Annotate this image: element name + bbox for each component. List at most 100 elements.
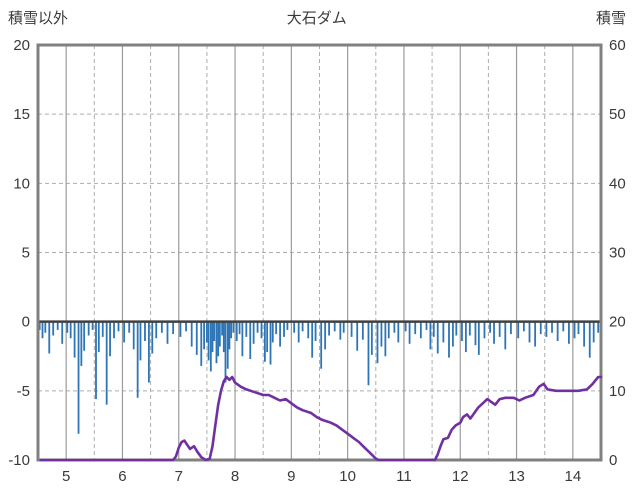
precip-bar bbox=[384, 321, 387, 357]
precip-bar bbox=[429, 321, 432, 350]
precip-bar bbox=[56, 321, 59, 330]
precip-bar bbox=[203, 321, 205, 350]
precip-bar bbox=[221, 321, 224, 336]
precip-bar bbox=[73, 321, 76, 358]
precip-bar bbox=[380, 321, 383, 347]
precip-bar bbox=[436, 321, 439, 354]
plot-border bbox=[36, 43, 603, 462]
precip-bar bbox=[333, 321, 336, 332]
precip-bar bbox=[48, 321, 51, 354]
precip-bar bbox=[293, 321, 296, 333]
y-left-tick-label: -10 bbox=[8, 452, 30, 469]
y-right-tick-label: 0 bbox=[609, 452, 617, 469]
precip-bar bbox=[311, 321, 314, 358]
precip-bar bbox=[307, 321, 310, 339]
y-left-tick-label: 0 bbox=[22, 314, 30, 331]
precip-bar bbox=[69, 321, 72, 339]
x-tick-label: 11 bbox=[396, 468, 412, 485]
precip-bar bbox=[275, 321, 278, 335]
y-right-tick-label: 10 bbox=[609, 383, 626, 400]
precip-bar bbox=[498, 321, 501, 337]
precip-bar bbox=[448, 321, 450, 358]
precip-bar bbox=[597, 321, 600, 333]
precip-bar bbox=[101, 321, 104, 337]
precip-bar bbox=[404, 321, 407, 332]
precip-bar bbox=[461, 321, 463, 342]
precip-bar bbox=[493, 321, 495, 344]
precip-bar bbox=[217, 321, 220, 357]
precip-bar bbox=[477, 321, 480, 355]
precip-bar bbox=[339, 321, 342, 340]
precip-bar bbox=[224, 321, 227, 383]
x-tick-label: 13 bbox=[508, 468, 525, 485]
precip-bar bbox=[474, 321, 477, 346]
precip-bar bbox=[61, 321, 64, 344]
left-axis-title: 積雪以外 bbox=[8, 10, 69, 27]
precip-bar bbox=[91, 321, 94, 330]
precip-bar bbox=[238, 321, 241, 335]
precip-bar bbox=[489, 321, 491, 333]
precip-bar bbox=[148, 321, 150, 383]
precip-bar bbox=[38, 321, 41, 330]
precip-bar bbox=[52, 321, 55, 336]
precip-bar bbox=[256, 321, 259, 333]
precip-bar bbox=[356, 321, 359, 351]
precip-bar bbox=[370, 321, 373, 355]
precip-bar bbox=[213, 321, 216, 342]
precip-bar bbox=[350, 321, 353, 337]
precip-bar bbox=[260, 321, 263, 339]
precip-bar bbox=[393, 321, 396, 333]
precip-bar bbox=[241, 321, 244, 357]
x-tick-label: 7 bbox=[175, 468, 183, 485]
precip-bar bbox=[249, 321, 252, 360]
precip-bar bbox=[468, 321, 471, 336]
precip-bar bbox=[551, 321, 553, 333]
y-right-tick-label: 20 bbox=[609, 314, 626, 331]
precip-bar bbox=[464, 321, 467, 353]
precip-bar bbox=[425, 321, 428, 330]
precip-bar bbox=[556, 321, 559, 342]
precip-bar bbox=[279, 321, 281, 347]
precip-bar bbox=[408, 321, 411, 344]
precip-bar bbox=[226, 321, 229, 369]
precip-bar bbox=[218, 321, 221, 347]
precip-bar bbox=[314, 321, 317, 342]
precip-bar bbox=[442, 321, 445, 343]
precip-bar bbox=[235, 321, 238, 342]
precip-bar bbox=[105, 321, 108, 405]
x-tick-label: 8 bbox=[231, 468, 239, 485]
precip-bar bbox=[452, 321, 454, 347]
precip-bar bbox=[195, 321, 198, 355]
precip-bar bbox=[128, 321, 131, 333]
x-tick-label: 9 bbox=[287, 468, 295, 485]
precip-bar bbox=[151, 321, 154, 354]
precip-bar bbox=[209, 321, 212, 372]
right-axis-title: 積雪 bbox=[595, 10, 626, 27]
x-tick-label: 14 bbox=[565, 468, 582, 485]
precip-bar bbox=[222, 321, 225, 353]
precip-bar bbox=[66, 321, 69, 333]
precip-bar bbox=[117, 321, 120, 332]
precip-bar bbox=[97, 321, 100, 353]
y-right-tick-label: 50 bbox=[609, 106, 626, 123]
precip-bar bbox=[376, 321, 379, 364]
precip-bar bbox=[510, 321, 512, 335]
x-tick-label: 10 bbox=[339, 468, 356, 485]
chart-title: 大石ダム bbox=[286, 10, 347, 27]
precip-bar bbox=[271, 321, 274, 343]
y-left-tick-label: 10 bbox=[13, 175, 30, 192]
precip-bar bbox=[545, 321, 548, 337]
precip-bar bbox=[228, 321, 231, 350]
precip-bar bbox=[80, 321, 83, 366]
precip-bar bbox=[215, 321, 218, 364]
precip-bar bbox=[573, 321, 576, 339]
precip-bar bbox=[342, 321, 345, 333]
precip-bar bbox=[172, 321, 175, 335]
snow-depth-line bbox=[39, 375, 603, 462]
precip-bar bbox=[361, 321, 364, 340]
precip-bar bbox=[324, 321, 327, 350]
precip-bar bbox=[539, 321, 542, 335]
precip-bar bbox=[568, 321, 570, 344]
